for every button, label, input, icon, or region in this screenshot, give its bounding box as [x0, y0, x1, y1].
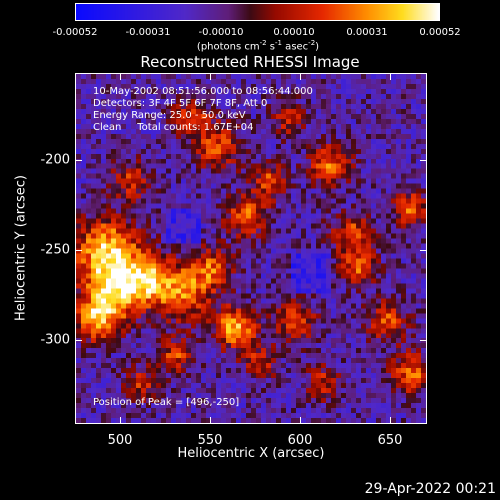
x-axis-label: Heliocentric X (arcsec)	[177, 446, 325, 461]
colorbar-tick-label: -0.00031	[125, 27, 171, 38]
colorbar-gradient	[76, 4, 439, 20]
info-counts-line: Clean Total counts: 1.67E+04	[93, 122, 254, 133]
y-axis-label: Heliocentric Y (arcsec)	[13, 175, 29, 321]
heatmap-image	[76, 74, 426, 423]
colorbar	[75, 3, 440, 21]
x-tick-label: 500	[107, 433, 133, 448]
y-tick-label: -200	[40, 152, 70, 168]
info-date-line: 10-May-2002 08:51:56.000 to 08:56:44.000	[93, 86, 313, 97]
chart-title: Reconstructed RHESSI Image	[140, 53, 360, 71]
x-tick-label: 650	[377, 433, 403, 448]
x-tick-label: 550	[197, 433, 223, 448]
y-tick-label: -300	[40, 332, 70, 348]
info-detectors-line: Detectors: 3F 4F 5F 6F 7F 8F, Att 0	[93, 98, 268, 109]
colorbar-tick-label: -0.00052	[52, 27, 98, 38]
timestamp: 29-Apr-2022 00:21	[364, 481, 496, 497]
x-tick-label: 600	[287, 433, 313, 448]
peak-position-label: Position of Peak = [496,-250]	[93, 397, 240, 408]
colorbar-unit-label: (photons cm-2 s-1 asec-2)	[196, 39, 320, 53]
y-tick-label: -250	[40, 242, 70, 258]
info-energy-line: Energy Range: 25.0 - 50.0 keV	[93, 110, 246, 121]
colorbar-tick-label: 0.00052	[419, 27, 461, 38]
plot-area	[75, 73, 427, 424]
colorbar-tick-label: -0.00010	[198, 27, 244, 38]
colorbar-tick-label: 0.00031	[346, 27, 388, 38]
colorbar-tick-label: 0.00010	[273, 27, 315, 38]
